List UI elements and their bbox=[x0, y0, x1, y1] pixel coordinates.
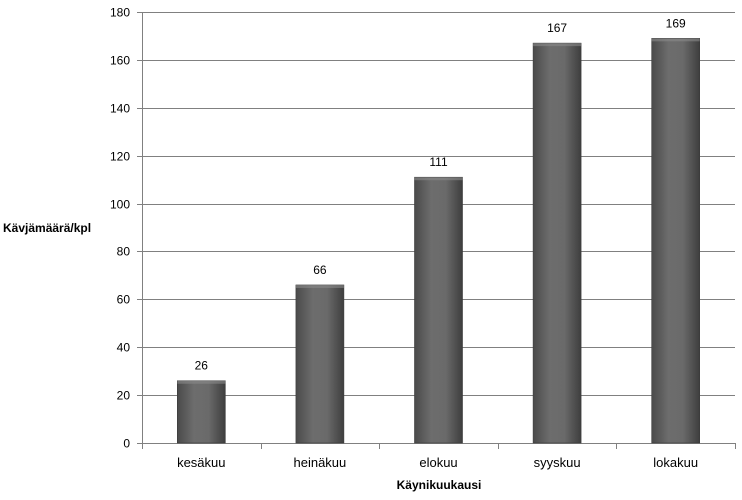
bar-top-highlight bbox=[177, 380, 226, 384]
x-tick-label-syyskuu: syyskuu bbox=[534, 455, 581, 470]
x-axis-title: Käynikuukausi bbox=[397, 478, 482, 492]
labels: 0 20 40 60 80 100 120 140 160 180 26 kesäkuu 66 heinä… bbox=[110, 6, 698, 471]
bar-top-highlight bbox=[295, 284, 344, 288]
y-tick-label: 60 bbox=[117, 293, 131, 307]
y-tick-label: 180 bbox=[110, 6, 130, 20]
data-label-syyskuu: 167 bbox=[547, 21, 567, 35]
bar-heinäkuu bbox=[295, 284, 345, 444]
axes bbox=[137, 12, 736, 449]
y-tick-label: 120 bbox=[110, 150, 130, 164]
y-tick-label: 140 bbox=[110, 102, 130, 116]
bars bbox=[177, 38, 701, 444]
bar-top-highlight bbox=[414, 177, 463, 181]
x-tick-label-lokakuu: lokakuu bbox=[653, 455, 698, 470]
data-label-kesäkuu: 26 bbox=[195, 359, 209, 373]
y-tick-label: 40 bbox=[117, 341, 131, 355]
x-tick-label-elokuu: elokuu bbox=[419, 455, 457, 470]
y-tick-label: 160 bbox=[110, 54, 130, 68]
bar-syyskuu bbox=[532, 42, 582, 444]
y-tick-label: 100 bbox=[110, 198, 130, 212]
y-tick-label: 20 bbox=[117, 389, 131, 403]
bar-lokakuu bbox=[651, 38, 701, 444]
x-tick-label-kesäkuu: kesäkuu bbox=[177, 455, 225, 470]
data-label-heinäkuu: 66 bbox=[313, 263, 327, 277]
data-label-lokakuu: 169 bbox=[666, 16, 686, 30]
bar-top-highlight bbox=[533, 43, 582, 47]
y-tick-label: 80 bbox=[117, 245, 131, 259]
bar-kesäkuu bbox=[177, 380, 226, 444]
y-tick-label: 0 bbox=[123, 437, 130, 451]
y-axis-title: Kävjämäärä/kpl bbox=[3, 221, 91, 235]
x-tick-label-heinäkuu: heinäkuu bbox=[294, 455, 347, 470]
bar-elokuu bbox=[414, 176, 463, 444]
data-label-elokuu: 111 bbox=[429, 155, 448, 169]
bar-top-highlight bbox=[651, 38, 700, 42]
